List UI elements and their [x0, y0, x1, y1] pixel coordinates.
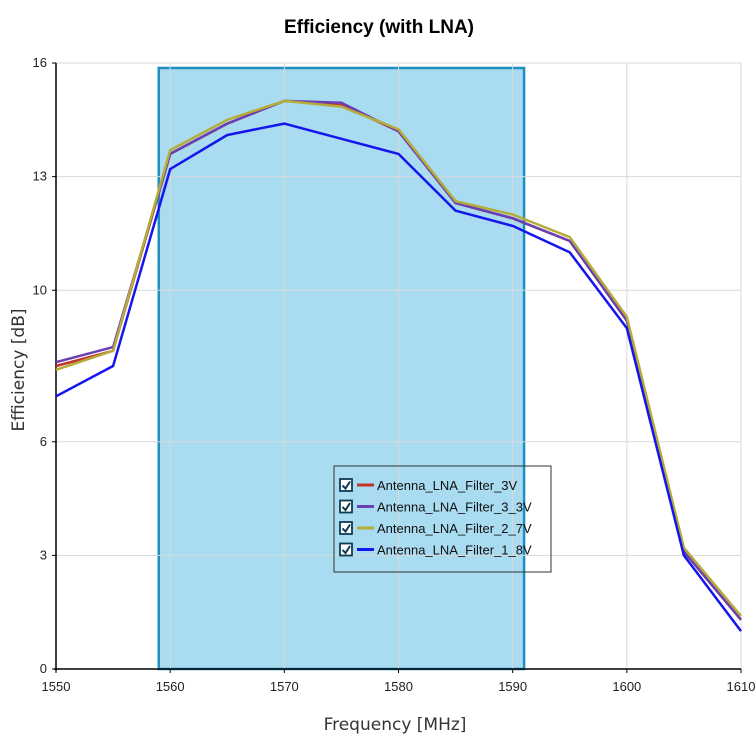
chart-title: Efficiency (with LNA) — [284, 17, 474, 38]
y-tick-label: 10 — [33, 282, 47, 297]
tick-label-layer: 1550 1560 1570 1580 1590 1600 1610 0 3 6 10 13 16 — [33, 55, 755, 694]
x-axis-label: Frequency [MHz] — [324, 715, 467, 735]
x-tick-label: 1550 — [42, 679, 71, 694]
x-tick-label: 1590 — [498, 679, 527, 694]
legend-label: Antenna_LNA_Filter_3V — [377, 478, 518, 493]
legend: Antenna_LNA_Filter_3V Antenna_LNA_Filter_… — [333, 465, 552, 573]
y-tick-label: 16 — [33, 55, 47, 70]
y-tick-label: 6 — [40, 434, 47, 449]
grid-layer — [55, 62, 742, 670]
x-tick-label: 1570 — [270, 679, 299, 694]
highlight-band-layer — [157, 66, 526, 671]
check-icon — [341, 480, 351, 491]
y-tick-label: 0 — [40, 661, 47, 676]
legend-label: Antenna_LNA_Filter_3_3V — [377, 500, 532, 515]
x-tick-label: 1560 — [156, 679, 185, 694]
legend-label: Antenna_LNA_Filter_1_8V — [377, 543, 532, 558]
y-axis-label: Efficiency [dB] — [9, 308, 29, 431]
check-icon — [341, 502, 351, 512]
series-layer — [55, 99, 742, 632]
check-icon — [341, 523, 351, 534]
y-tick-label: 3 — [40, 547, 47, 562]
x-tick-label: 1580 — [384, 679, 413, 694]
check-icon — [341, 545, 351, 555]
highlight-band — [157, 66, 526, 671]
series-line-antenna-lna-filter-2-7v — [55, 99, 742, 617]
x-tick-label: 1610 — [727, 679, 755, 694]
legend-label: Antenna_LNA_Filter_2_7V — [377, 521, 532, 536]
legend-box — [333, 465, 552, 573]
y-tick-label: 13 — [33, 169, 47, 184]
series-line-antenna-lna-filter-1-8v — [55, 122, 742, 632]
x-tick-label: 1600 — [612, 679, 641, 694]
